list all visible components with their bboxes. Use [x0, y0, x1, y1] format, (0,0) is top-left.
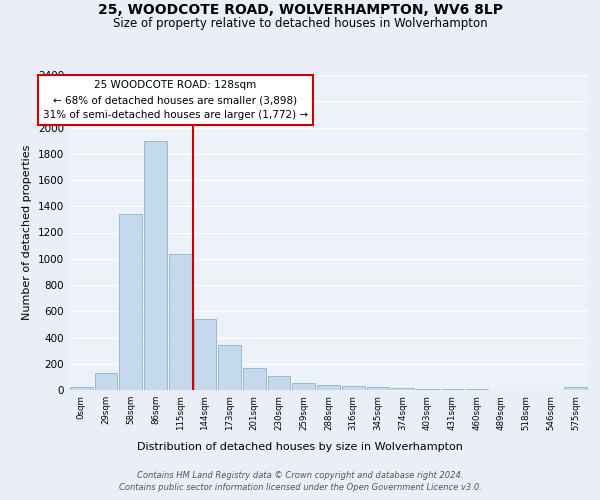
Bar	[317, 386, 340, 390]
Bar	[169, 254, 191, 390]
Bar	[243, 368, 266, 390]
Text: 25, WOODCOTE ROAD, WOLVERHAMPTON, WV6 8LP: 25, WOODCOTE ROAD, WOLVERHAMPTON, WV6 8L…	[97, 2, 503, 16]
Bar	[292, 383, 315, 390]
Text: 25 WOODCOTE ROAD: 128sqm
← 68% of detached houses are smaller (3,898)
31% of sem: 25 WOODCOTE ROAD: 128sqm ← 68% of detach…	[43, 80, 308, 120]
Bar	[119, 214, 142, 390]
Bar	[416, 388, 439, 390]
Bar	[391, 388, 414, 390]
Bar	[144, 140, 167, 390]
Bar	[95, 373, 118, 390]
Y-axis label: Number of detached properties: Number of detached properties	[22, 145, 32, 320]
Bar	[367, 388, 389, 390]
Bar	[564, 388, 587, 390]
Text: Contains HM Land Registry data © Crown copyright and database right 2024.: Contains HM Land Registry data © Crown c…	[137, 471, 463, 480]
Bar	[218, 346, 241, 390]
Bar	[70, 388, 93, 390]
Text: Distribution of detached houses by size in Wolverhampton: Distribution of detached houses by size …	[137, 442, 463, 452]
Text: Contains public sector information licensed under the Open Government Licence v3: Contains public sector information licen…	[119, 484, 481, 492]
Bar	[268, 376, 290, 390]
Text: Size of property relative to detached houses in Wolverhampton: Size of property relative to detached ho…	[113, 16, 487, 30]
Bar	[342, 386, 365, 390]
Bar	[194, 319, 216, 390]
